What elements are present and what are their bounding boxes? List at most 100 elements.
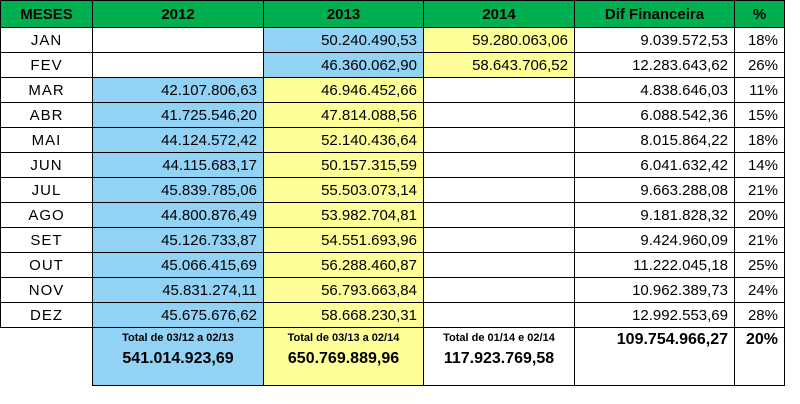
pct-cell: 20%: [734, 202, 785, 228]
value-2014-cell: [423, 302, 575, 328]
month-cell: JUN: [0, 152, 93, 178]
value-2013-cell: 50.240.490,53: [263, 27, 424, 53]
dif-cell: 10.962.389,73: [574, 277, 735, 303]
header-row: MESES 2012 2013 2014 Dif Financeira %: [0, 0, 785, 28]
value-2013-cell: 50.157.315,59: [263, 152, 424, 178]
pct-cell: 15%: [734, 102, 785, 128]
table-row: NOV 45.831.274,11 56.793.663,84 10.962.389,…: [0, 277, 785, 303]
value-2014-cell: [423, 177, 575, 203]
dif-cell: 6.041.632,42: [574, 152, 735, 178]
dif-cell: 9.663.288,08: [574, 177, 735, 203]
pct-cell: 18%: [734, 27, 785, 53]
month-cell: FEV: [0, 52, 93, 78]
table-row: MAR 42.107.806,63 46.946.452,66 4.838.646,0…: [0, 77, 785, 103]
dif-cell: 11.222.045,18: [574, 252, 735, 278]
pct-cell: 26%: [734, 52, 785, 78]
month-cell: JUL: [0, 177, 93, 203]
total-2012-cell: Total de 03/12 a 02/13 541.014.923,69: [92, 327, 264, 386]
value-2013-cell: 56.288.460,87: [263, 252, 424, 278]
value-2013-cell: 56.793.663,84: [263, 277, 424, 303]
value-2012-cell: [92, 52, 264, 78]
month-cell: DEZ: [0, 302, 93, 328]
table-row: DEZ 45.675.676,62 58.668.230,31 12.992.553,…: [0, 302, 785, 328]
table-row: ABR 41.725.546,20 47.814.088,56 6.088.542,3…: [0, 102, 785, 128]
value-2012-cell: 44.124.572,42: [92, 127, 264, 153]
month-cell: ABR: [0, 102, 93, 128]
month-cell: OUT: [0, 252, 93, 278]
value-2012-cell: 45.126.733,87: [92, 227, 264, 253]
value-2012-cell: 44.115.683,17: [92, 152, 264, 178]
header-dif-financeira: Dif Financeira: [574, 0, 735, 28]
pct-cell: 14%: [734, 152, 785, 178]
value-2014-cell: [423, 227, 575, 253]
value-2012-cell: 44.800.876,49: [92, 202, 264, 228]
value-2012-cell: [92, 27, 264, 53]
pct-cell: 18%: [734, 127, 785, 153]
table-row: AGO 44.800.876,49 53.982.704,81 9.181.828,3…: [0, 202, 785, 228]
value-2013-cell: 52.140.436,64: [263, 127, 424, 153]
dif-cell: 12.283.643,62: [574, 52, 735, 78]
value-2014-cell: [423, 277, 575, 303]
value-2012-cell: 45.839.785,06: [92, 177, 264, 203]
value-2013-cell: 47.814.088,56: [263, 102, 424, 128]
value-2014-cell: [423, 252, 575, 278]
total-2014-value: 117.923.769,58: [443, 350, 555, 367]
total-2013-cell: Total de 03/13 a 02/14 650.769.889,96: [263, 327, 424, 386]
value-2012-cell: 45.675.676,62: [92, 302, 264, 328]
financial-comparison-table: MESES 2012 2013 2014 Dif Financeira % JA…: [0, 0, 785, 386]
value-2012-cell: 45.831.274,11: [92, 277, 264, 303]
dif-cell: 8.015.864,22: [574, 127, 735, 153]
value-2012-cell: 42.107.806,63: [92, 77, 264, 103]
value-2014-cell: [423, 127, 575, 153]
dif-cell: 12.992.553,69: [574, 302, 735, 328]
header-percent: %: [734, 0, 785, 28]
value-2013-cell: 53.982.704,81: [263, 202, 424, 228]
header-2014: 2014: [423, 0, 575, 28]
total-2012-label: Total de 03/12 a 02/13: [122, 332, 234, 344]
total-dif-value: 109.754.966,27: [574, 327, 735, 386]
value-2014-cell: [423, 102, 575, 128]
value-2013-cell: 58.668.230,31: [263, 302, 424, 328]
dif-cell: 9.181.828,32: [574, 202, 735, 228]
totals-row: Total de 03/12 a 02/13 541.014.923,69 To…: [0, 327, 785, 386]
table-row: JUL 45.839.785,06 55.503.073,14 9.663.288,0…: [0, 177, 785, 203]
month-cell: MAR: [0, 77, 93, 103]
total-2013-value: 650.769.889,96: [287, 350, 400, 367]
value-2013-cell: 46.946.452,66: [263, 77, 424, 103]
header-2012: 2012: [92, 0, 264, 28]
table-row: SET 45.126.733,87 54.551.693,96 9.424.960,0…: [0, 227, 785, 253]
pct-cell: 21%: [734, 177, 785, 203]
total-2013-label: Total de 03/13 a 02/14: [287, 332, 400, 344]
table-row: MAI 44.124.572,42 52.140.436,64 8.015.864,2…: [0, 127, 785, 153]
value-2014-cell: [423, 202, 575, 228]
dif-cell: 9.039.572,53: [574, 27, 735, 53]
header-meses: MESES: [0, 0, 93, 28]
dif-cell: 4.838.646,03: [574, 77, 735, 103]
value-2013-cell: 55.503.073,14: [263, 177, 424, 203]
table-row: JAN 50.240.490,53 59.280.063,06 9.039.572,5…: [0, 27, 785, 53]
value-2014-cell: 59.280.063,06: [423, 27, 575, 53]
month-cell: AGO: [0, 202, 93, 228]
pct-cell: 28%: [734, 302, 785, 328]
value-2014-cell: [423, 152, 575, 178]
month-cell: MAI: [0, 127, 93, 153]
table-row: FEV 46.360.062,90 58.643.706,52 12.283.643,…: [0, 52, 785, 78]
total-2014-label: Total de 01/14 e 02/14: [443, 332, 555, 344]
total-2014-cell: Total de 01/14 e 02/14 117.923.769,58: [423, 327, 575, 386]
month-cell: SET: [0, 227, 93, 253]
table-row: JUN 44.115.683,17 50.157.315,59 6.041.632,4…: [0, 152, 785, 178]
value-2012-cell: 45.066.415,69: [92, 252, 264, 278]
dif-cell: 9.424.960,09: [574, 227, 735, 253]
month-cell: NOV: [0, 277, 93, 303]
totals-spacer: [0, 327, 93, 386]
pct-cell: 11%: [734, 77, 785, 103]
value-2013-cell: 54.551.693,96: [263, 227, 424, 253]
month-cell: JAN: [0, 27, 93, 53]
total-2012-value: 541.014.923,69: [122, 350, 234, 367]
total-pct-value: 20%: [734, 327, 785, 386]
value-2014-cell: 58.643.706,52: [423, 52, 575, 78]
table-row: OUT 45.066.415,69 56.288.460,87 11.222.045,…: [0, 252, 785, 278]
value-2012-cell: 41.725.546,20: [92, 102, 264, 128]
pct-cell: 25%: [734, 252, 785, 278]
